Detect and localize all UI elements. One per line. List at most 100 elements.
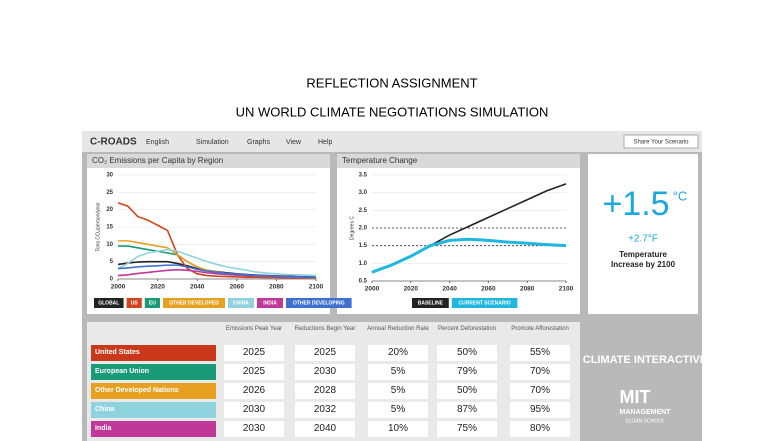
chart-header	[337, 154, 580, 168]
table-cell: 5%	[368, 364, 428, 380]
legend-swatch	[286, 298, 352, 308]
table-cell: 20%	[368, 345, 428, 361]
chart-title: Temperature Change	[342, 156, 418, 165]
table-cell: 2026	[224, 383, 284, 399]
y-tick-label: 3.5	[359, 173, 368, 179]
y-tick-label: 3.0	[359, 190, 368, 196]
temperature-value: +1.5	[602, 185, 669, 223]
table-cell: 2025	[224, 345, 284, 361]
y-tick-label: 0.5	[359, 279, 368, 285]
y-tick-label: 1.0	[359, 261, 368, 267]
column-header: Promote Afforestation	[511, 326, 569, 332]
slide-title: REFLECTION ASSIGNMENT	[306, 75, 477, 90]
share-button[interactable]	[623, 134, 699, 149]
temperature-label: Temperature Increase by 2100	[610, 250, 676, 269]
legend-label: INDIA	[263, 300, 277, 306]
x-tick-label: 2000	[365, 286, 380, 293]
table-row: Other Developed Nations 2026 2028 5% 50% 70%	[91, 383, 576, 399]
legend-swatch	[126, 298, 142, 308]
legend-label: BASELINE	[418, 300, 444, 306]
y-tick-label: 30	[106, 173, 113, 179]
y-tick-label: 2.0	[359, 226, 368, 232]
x-tick-label: 2080	[269, 284, 284, 291]
x-tick-label: 2060	[230, 284, 245, 291]
share-label[interactable]: Share Your Scenario	[633, 140, 689, 146]
series-line	[117, 264, 317, 279]
temperature-unit: °C	[673, 188, 688, 203]
table-cell: 2028	[295, 383, 355, 399]
row-name: China	[91, 402, 216, 418]
table-cell: 75%	[437, 421, 497, 437]
y-tick-label: 0	[110, 277, 114, 283]
legend-label: EU	[149, 300, 156, 306]
series-line	[371, 237, 567, 274]
table-cell: 80%	[510, 421, 570, 437]
x-tick-label: 2080	[520, 286, 535, 293]
slide-subtitle: UN WORLD CLIMATE NEGOTIATIONS SIMULATION	[236, 104, 549, 119]
x-tick-label: 2040	[190, 284, 205, 291]
x-tick-label: 2100	[309, 284, 324, 291]
table-row: India 2030 2040 10% 75% 80%	[91, 421, 576, 437]
y-tick-label: 15	[106, 225, 113, 231]
menu-item[interactable]: View	[286, 139, 302, 146]
chart-title: CO₂ Emissions per Capita by Region	[92, 156, 223, 165]
table-cell: 79%	[437, 364, 497, 380]
legend-label: GLOBAL	[98, 300, 119, 306]
x-tick-label: 2060	[481, 286, 496, 293]
x-tick-label: 2020	[404, 286, 419, 293]
temperature-label-box: Temperature Increase by 2100	[610, 250, 676, 269]
chart-header	[87, 154, 330, 168]
row-name: Other Developed Nations	[91, 383, 216, 399]
table-row: United States 2025 2025 20% 50% 55%	[91, 345, 576, 361]
table-cell: 2025	[224, 364, 284, 380]
table-cell: 5%	[368, 383, 428, 399]
row-name: United States	[91, 345, 216, 361]
x-tick-label: 2000	[111, 284, 126, 291]
y-tick-label: 2.5	[359, 208, 368, 214]
x-tick-label: 2100	[559, 286, 574, 293]
legend-label: OTHER DEVELOPED	[169, 300, 219, 306]
y-tick-label: 25	[106, 190, 113, 196]
menu-item[interactable]: Graphs	[247, 139, 270, 146]
logo-mit: MIT	[620, 387, 651, 407]
legend-swatch	[412, 298, 449, 308]
y-tick-label: 1.5	[359, 243, 368, 249]
legend-label: US	[131, 300, 139, 306]
logo-climate-interactive: CLIMATE INTERACTIVE	[583, 354, 707, 366]
legend-swatch	[257, 298, 283, 308]
table-cell: 87%	[437, 402, 497, 418]
legend-swatch	[228, 298, 254, 308]
y-tick-label: 5	[110, 259, 114, 265]
column-header: Percent Deforestation	[437, 326, 497, 332]
menu-item[interactable]: English	[146, 139, 169, 146]
column-header: Reductions Begin Year	[294, 326, 356, 332]
legend-swatch	[163, 298, 225, 308]
table-cell: 10%	[368, 421, 428, 437]
temperature-panel	[588, 154, 698, 314]
series-line	[117, 201, 316, 279]
legend-label: CHINA	[233, 300, 249, 306]
table-cell: 50%	[437, 383, 497, 399]
app-name: C-ROADS	[90, 137, 137, 148]
table-cell: 55%	[510, 345, 570, 361]
temperature-fahrenheit: +2.7°F	[628, 234, 658, 245]
column-header: Emissions Peak Year	[225, 326, 283, 332]
chart-panel	[87, 154, 330, 314]
toolbar	[82, 131, 702, 152]
table-cell: 2030	[295, 364, 355, 380]
y-axis-label: Degrees C	[349, 216, 355, 240]
menu-item[interactable]: Simulation	[196, 139, 229, 146]
table-row: European Union 2025 2030 5% 79% 70%	[91, 364, 576, 380]
menu-item[interactable]: Help	[318, 139, 333, 146]
x-tick-label: 2040	[442, 286, 457, 293]
table-cell: 2025	[295, 345, 355, 361]
row-name: India	[91, 421, 216, 437]
legend-swatch	[94, 298, 124, 308]
table-cell: 2030	[224, 402, 284, 418]
legend-swatch	[451, 298, 518, 308]
logo-management: MANAGEMENT	[620, 409, 672, 416]
row-name: European Union	[91, 364, 216, 380]
y-tick-label: 10	[106, 242, 113, 248]
table-cell: 95%	[510, 402, 570, 418]
